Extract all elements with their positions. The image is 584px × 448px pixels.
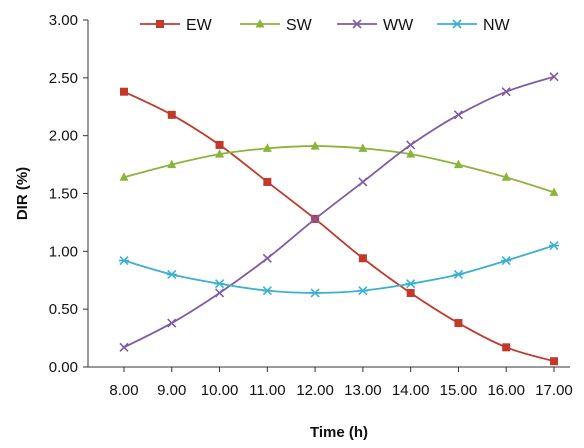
data-point-ww [501, 87, 511, 97]
data-point-ww [453, 110, 464, 120]
data-point-ww [358, 177, 368, 187]
x-tick-label: 13.00 [344, 382, 382, 399]
data-point-ww [406, 140, 416, 150]
data-point-ew [167, 110, 176, 119]
legend-label: WW [383, 17, 414, 34]
y-axis-ticks: 0.00 0.50 1.00 1.50 2.00 2.50 3.00 [49, 12, 88, 376]
data-point-ew [263, 177, 272, 186]
y-tick-label: 3.00 [49, 12, 78, 29]
legend-marker [156, 20, 164, 28]
x-tick-label: 14.00 [392, 382, 430, 399]
x-tick-label: 9.00 [157, 382, 186, 399]
data-point-nw [549, 240, 559, 251]
legend-marker [452, 19, 462, 29]
data-point-nw [501, 256, 512, 266]
legend-label: SW [286, 17, 313, 34]
data-point-sw [215, 149, 225, 158]
data-point-nw [310, 288, 321, 298]
data-point-sw [167, 159, 177, 169]
legend-marker [255, 19, 265, 28]
series-line-ww [123, 75, 555, 349]
y-tick-label: 2.00 [49, 128, 78, 145]
x-tick-label: 10.00 [201, 382, 239, 399]
data-point-ww [549, 72, 559, 82]
legend-item-sw: SW [240, 17, 313, 34]
data-point-sw [310, 141, 320, 150]
y-tick-label: 0.50 [49, 301, 78, 318]
legend: EW SW WW NW [140, 17, 511, 34]
y-tick-label: 1.00 [49, 243, 78, 260]
x-tick-label: 12.00 [296, 382, 334, 399]
data-point-sw [501, 172, 511, 181]
data-point-ww [119, 342, 129, 352]
legend-item-ww: WW [337, 17, 414, 34]
legend-label: EW [186, 17, 213, 34]
series-ew [120, 87, 558, 366]
data-point-ew [454, 319, 463, 328]
data-point-ew [215, 140, 224, 149]
y-tick-label: 0.00 [49, 359, 78, 376]
series-sw [119, 141, 559, 196]
x-axis-title: Time (h) [310, 424, 368, 441]
y-tick-label: 2.50 [49, 70, 78, 87]
data-point-sw [358, 143, 368, 152]
data-point-nw [214, 279, 225, 289]
data-point-sw [119, 172, 129, 181]
data-point-ew [502, 343, 511, 352]
data-point-ww [310, 214, 320, 224]
legend-marker [352, 19, 362, 29]
x-tick-label: 11.00 [249, 382, 285, 399]
x-tick-label: 8.00 [109, 382, 138, 399]
x-tick-label: 17.00 [535, 382, 573, 399]
data-point-nw [119, 256, 129, 266]
data-point-ew [120, 87, 128, 96]
data-point-nw [357, 286, 368, 296]
data-point-ew [406, 288, 415, 297]
series-nw [119, 240, 559, 298]
data-point-nw [405, 279, 416, 289]
series-line-ew [123, 90, 555, 363]
data-point-ww [167, 318, 177, 328]
series-line-nw [123, 244, 555, 294]
data-point-ww [214, 288, 225, 298]
series-line-sw [123, 145, 555, 194]
legend-label: NW [483, 17, 511, 34]
x-axis-ticks: 8.00 9.00 10.00 11.00 12.00 13.00 14.00 15.00 16… [109, 367, 573, 399]
y-tick-label: 1.50 [49, 186, 78, 203]
series-ww [119, 72, 559, 352]
series-layer [119, 72, 559, 366]
data-point-ew [550, 357, 558, 366]
data-point-nw [453, 269, 464, 280]
data-point-sw [549, 187, 559, 196]
data-point-nw [262, 286, 273, 296]
x-tick-label: 15.00 [440, 382, 478, 399]
legend-item-nw: NW [437, 17, 511, 34]
legend-item-ew: EW [140, 17, 213, 34]
data-point-nw [166, 269, 177, 280]
data-point-sw [453, 159, 463, 169]
data-point-sw [262, 143, 272, 152]
data-point-ew [358, 254, 367, 263]
data-point-ww [262, 253, 272, 263]
y-axis-title: DIR (%) [14, 167, 31, 220]
data-point-sw [406, 149, 416, 158]
x-tick-label: 16.00 [487, 382, 525, 399]
